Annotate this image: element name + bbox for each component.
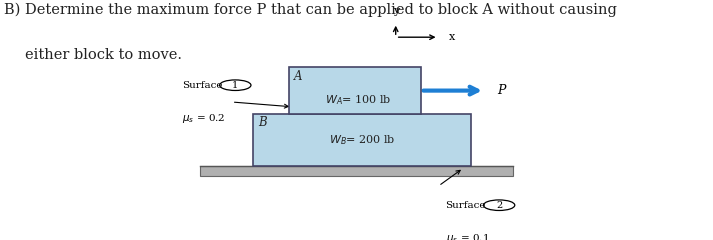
Text: x: x: [449, 32, 456, 42]
Text: Surface: Surface: [446, 201, 486, 210]
Text: B) Determine the maximum force P that can be applied to block A without causing: B) Determine the maximum force P that ca…: [4, 2, 617, 17]
Bar: [200, 166, 513, 176]
Text: Surface: Surface: [182, 81, 222, 90]
Text: 1: 1: [232, 81, 238, 90]
Text: 2: 2: [496, 201, 502, 210]
Bar: [289, 67, 421, 114]
Bar: [253, 114, 471, 166]
Text: P: P: [498, 84, 506, 97]
Text: A: A: [294, 70, 302, 83]
Text: B: B: [258, 116, 267, 129]
Text: $\mu_s$ = 0.2: $\mu_s$ = 0.2: [182, 112, 225, 125]
Text: $W_B$= 200 lb: $W_B$= 200 lb: [329, 133, 395, 147]
Text: y: y: [393, 6, 399, 16]
Text: $\mu_s$ = 0.1: $\mu_s$ = 0.1: [446, 232, 489, 240]
Text: either block to move.: either block to move.: [25, 48, 182, 62]
Text: $W_A$= 100 lb: $W_A$= 100 lb: [325, 93, 391, 107]
